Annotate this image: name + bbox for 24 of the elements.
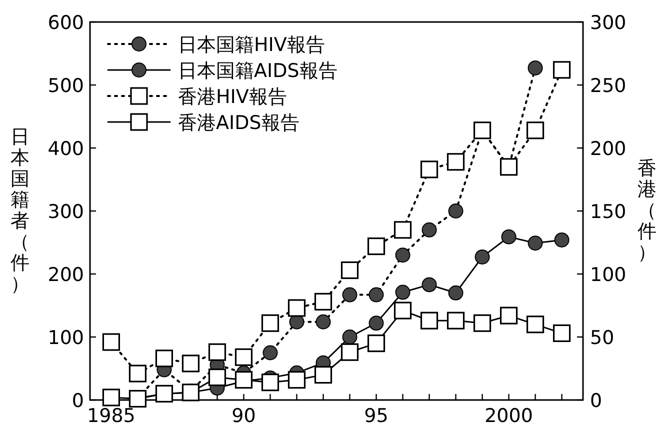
y-axis-title: 日本国籍者（件）: [10, 126, 30, 295]
y-tick-label: 400: [48, 138, 84, 160]
legend-label: 香港AIDS報告: [178, 112, 300, 134]
y-tick-label: 300: [48, 201, 84, 223]
y-tick-label: 200: [48, 264, 84, 286]
x-tick-label: 90: [232, 405, 256, 427]
y-tick-label: 100: [48, 327, 84, 349]
y2-tick-label: 250: [590, 75, 626, 97]
y2-tick-label: 100: [590, 264, 626, 286]
x-tick-label: 95: [364, 405, 388, 427]
y2-tick-label: 150: [590, 201, 626, 223]
y-tick-label: 500: [48, 75, 84, 97]
legend-label: 日本国籍AIDS報告: [178, 60, 338, 82]
y2-tick-label: 200: [590, 138, 626, 160]
y2-tick-label: 300: [590, 12, 626, 34]
x-tick-label: 1985: [87, 405, 136, 427]
x-tick-label: 2000: [484, 405, 533, 427]
y2-tick-label: 50: [590, 327, 614, 349]
y2-tick-label: 0: [590, 390, 602, 412]
legend-label: 日本国籍HIV報告: [178, 34, 325, 56]
y-tick-label: 600: [48, 12, 84, 34]
y-tick-label: 0: [72, 390, 84, 412]
y2-axis-title: 香港（件）: [638, 158, 656, 264]
legend-label: 香港HIV報告: [178, 86, 287, 108]
